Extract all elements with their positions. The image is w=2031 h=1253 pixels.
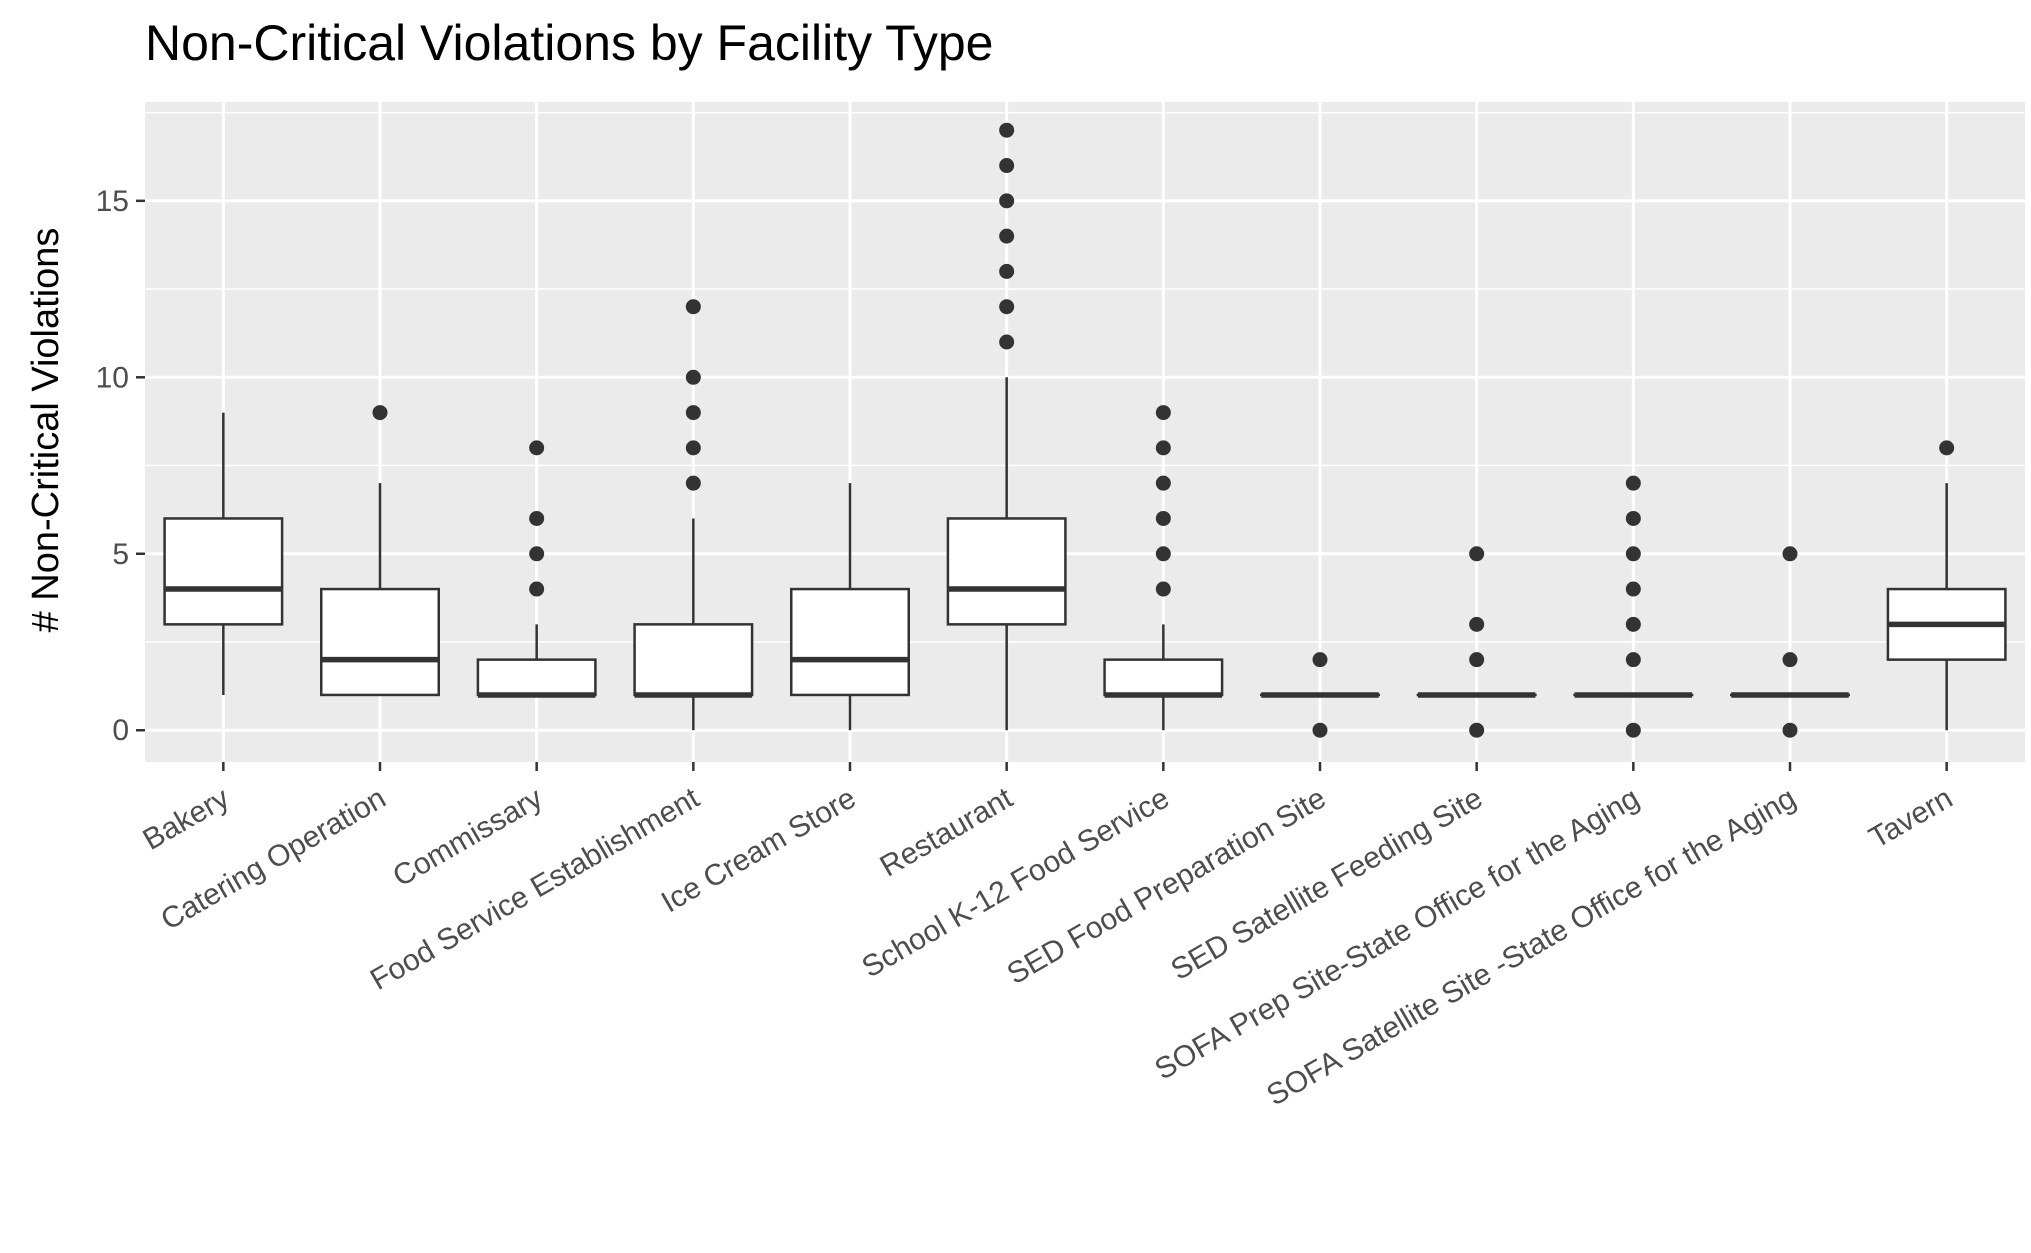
outlier-point [1625,652,1641,668]
box-12 [1886,440,2007,731]
box-1 [163,412,284,695]
y-axis-ticks: 0 5 10 15 [96,185,145,747]
x-tick-label: Tavern [1864,781,1958,855]
outlier-point [1625,616,1641,632]
outlier-point [1939,440,1955,456]
outlier-point [1782,546,1798,562]
outlier-point [1155,510,1171,526]
outlier-point [1782,722,1798,738]
outlier-point [1625,581,1641,597]
outlier-point [1625,510,1641,526]
outlier-point [1625,546,1641,562]
outlier-point [1469,546,1485,562]
outlier-point [1155,405,1171,421]
outlier-point [999,158,1015,174]
outlier-point [1312,722,1328,738]
box-9 [1416,546,1537,738]
outlier-point [999,263,1015,279]
outlier-point [685,405,701,421]
outlier-point [529,546,545,562]
outlier-point [1155,475,1171,491]
outlier-point [529,510,545,526]
boxes-layer [163,122,2007,738]
box-2 [320,405,440,697]
outlier-point [999,193,1015,209]
box-4 [633,299,754,731]
box-iqr [320,587,440,697]
box-5 [790,483,910,731]
plot-panel [145,102,2025,762]
major-gridlines [145,102,2025,762]
y-axis-title: # Non-Critical Violations [25,228,67,633]
box-iqr [163,517,284,626]
outlier-point [1469,722,1485,738]
x-tick-label: Bakery [137,781,234,856]
y-tick-label: 5 [112,538,129,571]
outlier-point [529,440,545,456]
box-6 [946,122,1067,731]
minor-gridlines [145,111,2025,643]
box-7 [1103,405,1224,731]
outlier-point [999,334,1015,350]
y-tick-label: 10 [96,361,129,394]
y-tick-label: 0 [112,714,129,747]
outlier-point [685,440,701,456]
box-3 [476,440,597,698]
outlier-point [529,581,545,597]
y-tick-label: 15 [96,185,129,218]
outlier-point [999,299,1015,315]
outlier-point [999,228,1015,244]
outlier-point [685,299,701,315]
outlier-point [1155,546,1171,562]
outlier-point [685,369,701,385]
outlier-point [999,122,1015,138]
chart-title: Non-Critical Violations by Facility Type [145,15,994,71]
x-tick-label: Restaurant [875,781,1019,883]
outlier-point [1155,440,1171,456]
outlier-point [1469,616,1485,632]
box-iqr [633,623,754,697]
box-iqr [946,517,1067,626]
box-iqr [790,587,910,697]
box-11 [1730,546,1850,738]
outlier-point [685,475,701,491]
box-iqr [476,658,597,697]
outlier-point [1155,581,1171,597]
outlier-point [372,405,388,421]
box-iqr [1103,658,1224,697]
box-10 [1573,475,1694,738]
box-8 [1260,652,1380,738]
outlier-point [1625,475,1641,491]
outlier-point [1625,722,1641,738]
outlier-point [1469,652,1485,668]
outlier-point [1312,652,1328,668]
outlier-point [1782,652,1798,668]
